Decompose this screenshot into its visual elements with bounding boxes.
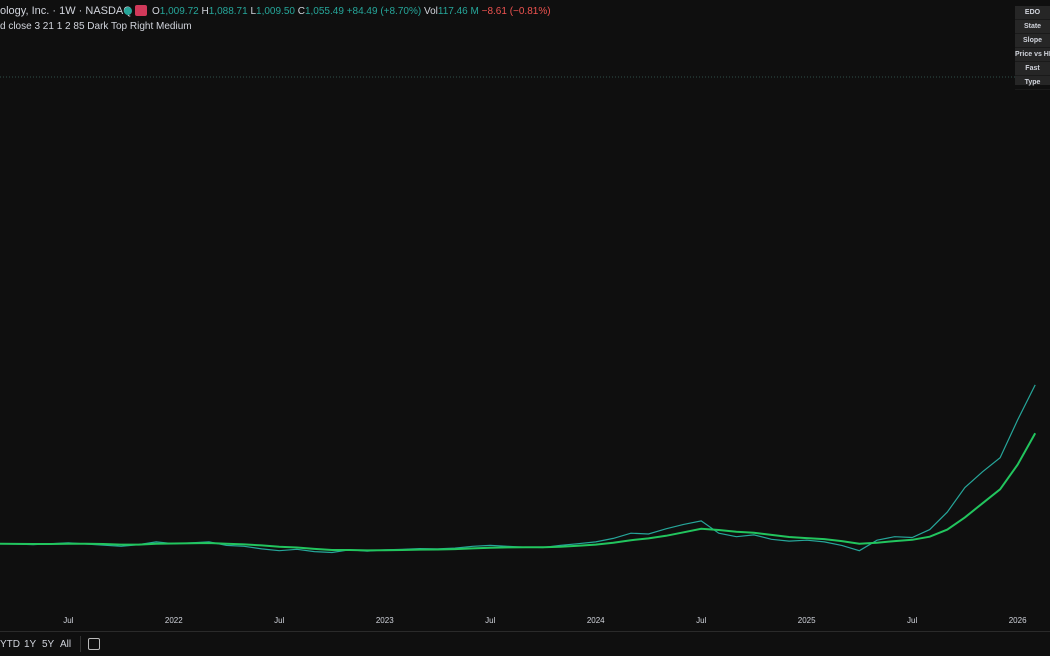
label: Vol: [423, 6, 438, 17]
range-button[interactable]: YTD: [0, 639, 20, 650]
indicator: d close 3 21 1 2 85 Dark Top Right Mediu…: [0, 21, 192, 32]
label: C: [297, 6, 305, 17]
x-tick-label: Jul: [274, 616, 284, 625]
x-tick-label: Jul: [907, 616, 917, 625]
table-row: Fast: [1015, 62, 1050, 76]
range-button[interactable]: 5Y: [42, 639, 55, 650]
flag: [135, 5, 147, 16]
separator: [80, 636, 81, 652]
series-line: [0, 432, 1037, 552]
table-row: Type: [1015, 76, 1050, 90]
x-tick-label: 2025: [798, 616, 816, 625]
x-tick-label: Jul: [63, 616, 73, 625]
range-button[interactable]: 1Y: [24, 639, 37, 650]
value: 117.46 M: [437, 6, 479, 17]
table-row: State: [1015, 20, 1050, 34]
status-dot: [124, 7, 132, 15]
value: 1,055.49: [304, 6, 344, 17]
x-tick-label: 2023: [376, 616, 394, 625]
value: 1,009.72: [159, 6, 199, 17]
value: +84.49 (+8.70%): [346, 6, 422, 17]
table-row: Slope: [1015, 34, 1050, 48]
x-tick-label: Jul: [485, 616, 495, 625]
chart: Jul 2022 Jul 2023 Jul 2024 Jul 2025 Jul 2026: [0, 76, 1037, 625]
info-table: EDO State Slope Price vs HM Fast Type: [1015, 6, 1050, 90]
x-tick-label: 2022: [165, 616, 183, 625]
x-tick-label: 2024: [587, 616, 605, 625]
value: 1,088.71: [208, 6, 248, 17]
label: O: [152, 6, 160, 17]
label: L: [250, 6, 257, 17]
value: −8.61 (−0.81%): [481, 6, 551, 17]
table-row: Price vs HM: [1015, 48, 1050, 62]
symbol: ology, Inc. · 1W · NASDAQ: [0, 5, 132, 17]
series-line: [0, 384, 1036, 554]
value: 1,009.50: [256, 6, 295, 17]
toolbar: YTD 1Y 5Y All: [0, 631, 1050, 656]
ohlc: O1,009.72 H1,088.71 L1,009.50 C1,055.49 …: [152, 6, 551, 17]
label: H: [201, 6, 209, 17]
x-tick-label: Jul: [696, 616, 706, 625]
table-title: EDO: [1015, 6, 1050, 20]
x-tick-label: 2026: [1009, 616, 1027, 625]
range-button[interactable]: All: [60, 639, 72, 650]
date-button[interactable]: [88, 638, 100, 650]
